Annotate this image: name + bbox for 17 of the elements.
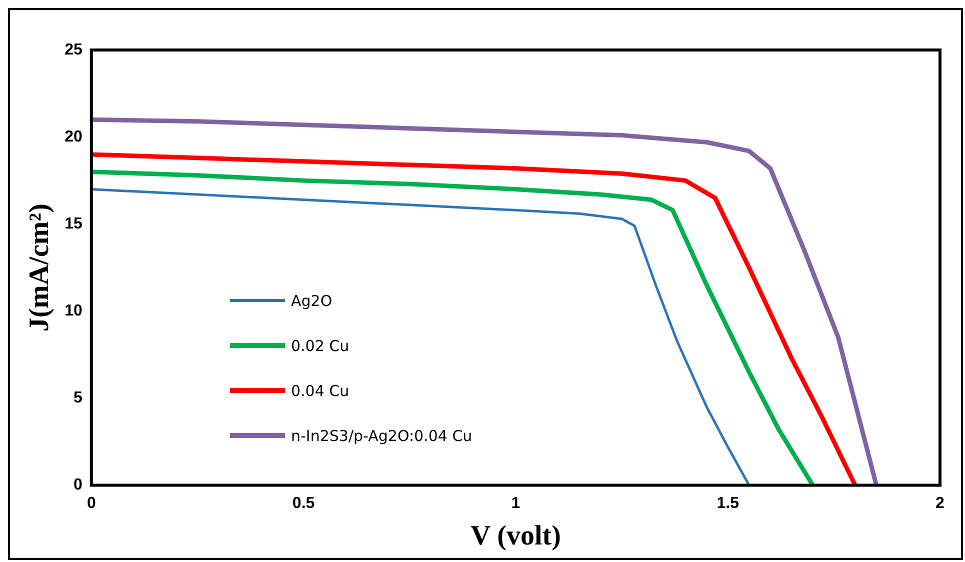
y-tick-label: 5 bbox=[73, 390, 82, 407]
y-tick-label: 20 bbox=[64, 128, 82, 146]
legend-label: n-In2S3/p-Ag2O:0.04 Cu bbox=[291, 426, 472, 444]
x-axis-title: V (volt) bbox=[470, 520, 561, 552]
x-tick-label: 0 bbox=[86, 495, 96, 512]
y-tick-label: 10 bbox=[64, 302, 82, 320]
legend-label: 0.04 Cu bbox=[291, 382, 350, 400]
y-axis-title: J(mA/cm²) bbox=[24, 204, 56, 332]
x-tick-label: 2 bbox=[936, 495, 945, 512]
x-tick-label: 0.5 bbox=[292, 495, 315, 512]
x-tick-label: 1 bbox=[511, 495, 520, 512]
y-tick-label: 15 bbox=[64, 215, 82, 232]
legend-label: 0.02 Cu bbox=[291, 336, 350, 354]
legend-label: Ag2O bbox=[291, 292, 332, 310]
x-tick-label: 1.5 bbox=[716, 495, 740, 512]
y-tick-label: 0 bbox=[73, 476, 82, 494]
y-tick-label: 25 bbox=[64, 41, 82, 58]
